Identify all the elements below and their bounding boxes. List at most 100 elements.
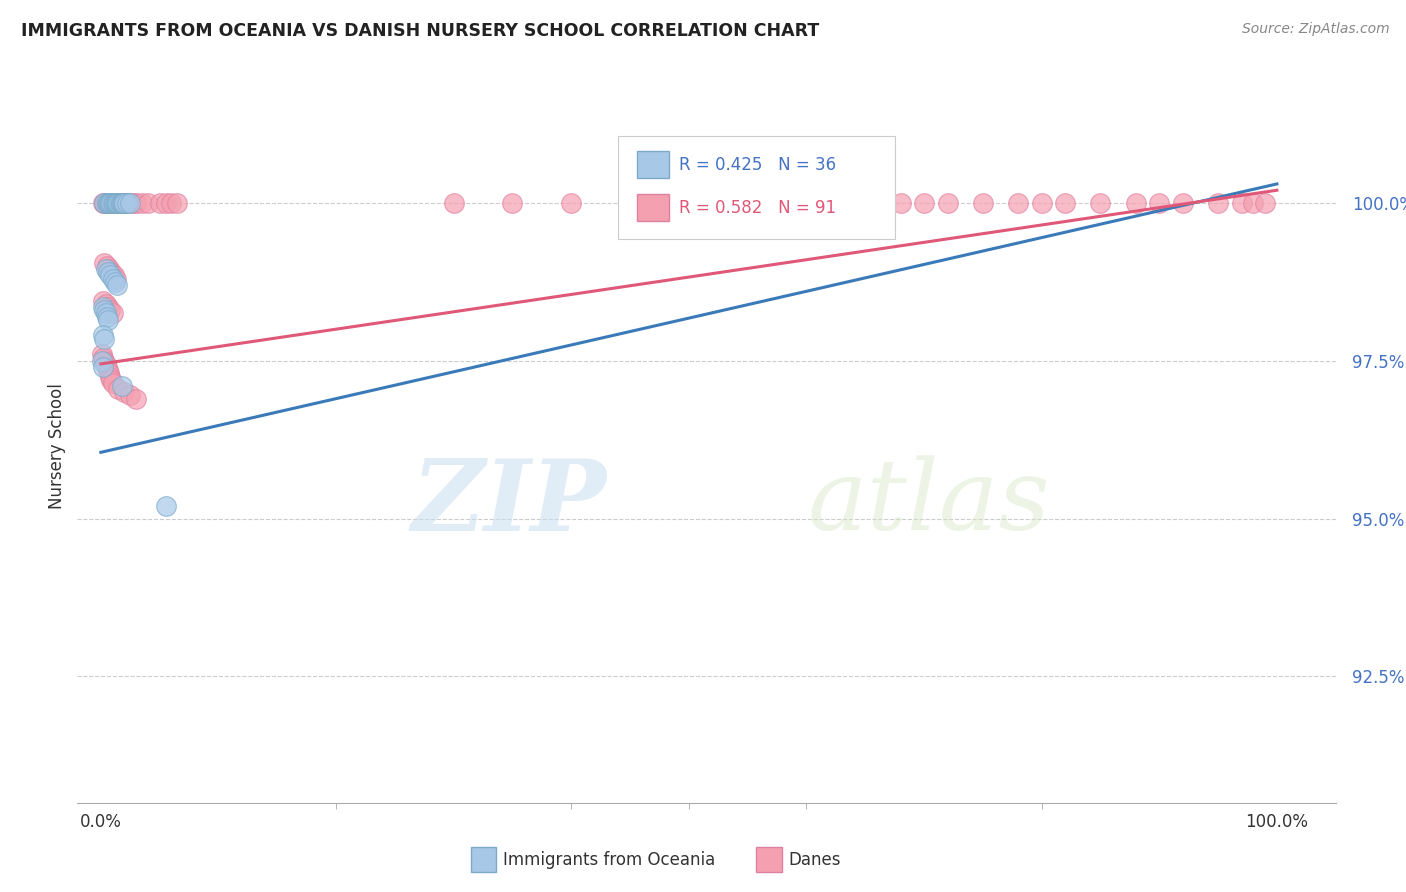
Point <box>112 195 135 210</box>
Point <box>98 195 121 210</box>
Point <box>112 195 135 210</box>
Point <box>101 195 124 210</box>
Point <box>91 195 114 210</box>
Point <box>107 195 129 210</box>
Point <box>100 373 122 387</box>
Text: Danes: Danes <box>789 851 841 869</box>
Point <box>619 195 641 210</box>
Point <box>97 195 120 210</box>
Point <box>125 195 148 210</box>
Point <box>1054 195 1077 210</box>
Point <box>104 195 127 210</box>
Point <box>120 388 142 402</box>
Point <box>501 195 523 210</box>
Point <box>93 195 115 210</box>
Point <box>136 195 159 210</box>
Point <box>115 195 138 210</box>
Point <box>97 265 120 279</box>
Point <box>91 293 114 308</box>
Text: ZIP: ZIP <box>411 455 606 551</box>
Point <box>98 195 121 210</box>
Point <box>91 353 114 368</box>
Point <box>94 195 117 210</box>
Point <box>912 195 935 210</box>
Point <box>110 195 132 210</box>
Point <box>101 195 124 210</box>
Point <box>107 195 129 210</box>
Point <box>110 195 132 210</box>
Point <box>1230 195 1253 210</box>
Point <box>149 195 172 210</box>
Point <box>103 195 125 210</box>
Point <box>103 268 125 283</box>
Point <box>97 195 120 210</box>
Text: Source: ZipAtlas.com: Source: ZipAtlas.com <box>1241 22 1389 37</box>
Point <box>97 363 120 377</box>
Point <box>1125 195 1147 210</box>
Point <box>115 195 138 210</box>
Text: atlas: atlas <box>807 456 1050 550</box>
Point <box>1031 195 1053 210</box>
Text: R = 0.582   N = 91: R = 0.582 N = 91 <box>679 199 837 217</box>
Point <box>98 195 121 210</box>
Point <box>155 499 177 513</box>
Point <box>97 300 120 314</box>
Point <box>160 195 183 210</box>
Point <box>1090 195 1112 210</box>
Point <box>91 351 114 365</box>
Point <box>100 195 122 210</box>
Point <box>120 195 142 210</box>
Point <box>96 360 118 375</box>
Point <box>94 297 117 311</box>
Point <box>111 379 134 393</box>
Point <box>111 195 134 210</box>
Point <box>91 300 114 314</box>
Point <box>105 277 128 292</box>
Point <box>131 195 153 210</box>
Point <box>100 265 122 279</box>
Point <box>1254 195 1277 210</box>
Point <box>155 195 177 210</box>
Point <box>120 195 142 210</box>
Point <box>98 367 121 381</box>
Point <box>98 303 121 318</box>
FancyBboxPatch shape <box>619 136 896 239</box>
Text: R = 0.425   N = 36: R = 0.425 N = 36 <box>679 156 837 174</box>
Point <box>105 195 128 210</box>
Point <box>97 312 120 326</box>
Point <box>112 385 135 400</box>
Point <box>98 195 121 210</box>
Point <box>94 306 117 320</box>
Point <box>101 306 124 320</box>
Point <box>101 376 124 390</box>
Point <box>737 195 759 210</box>
Point <box>122 195 145 210</box>
Point <box>98 268 121 283</box>
Bar <box>637 152 669 178</box>
Point <box>96 259 118 273</box>
Point <box>98 262 121 277</box>
Point <box>94 262 117 277</box>
Point <box>1149 195 1171 210</box>
Point <box>91 347 114 361</box>
Bar <box>637 194 669 221</box>
Point <box>890 195 912 210</box>
Point <box>96 310 118 324</box>
Point <box>91 360 114 375</box>
Text: Immigrants from Oceania: Immigrants from Oceania <box>503 851 716 869</box>
Point <box>443 195 465 210</box>
Point <box>1171 195 1194 210</box>
Y-axis label: Nursery School: Nursery School <box>48 383 66 509</box>
Point <box>101 271 124 285</box>
Text: IMMIGRANTS FROM OCEANIA VS DANISH NURSERY SCHOOL CORRELATION CHART: IMMIGRANTS FROM OCEANIA VS DANISH NURSER… <box>21 22 820 40</box>
Point <box>93 332 115 346</box>
Point <box>112 195 135 210</box>
Point <box>111 195 134 210</box>
Point <box>100 195 122 210</box>
Point <box>105 195 128 210</box>
Point <box>105 195 128 210</box>
Point <box>94 357 117 371</box>
Point <box>1007 195 1029 210</box>
Point <box>125 392 148 406</box>
Point <box>96 195 118 210</box>
